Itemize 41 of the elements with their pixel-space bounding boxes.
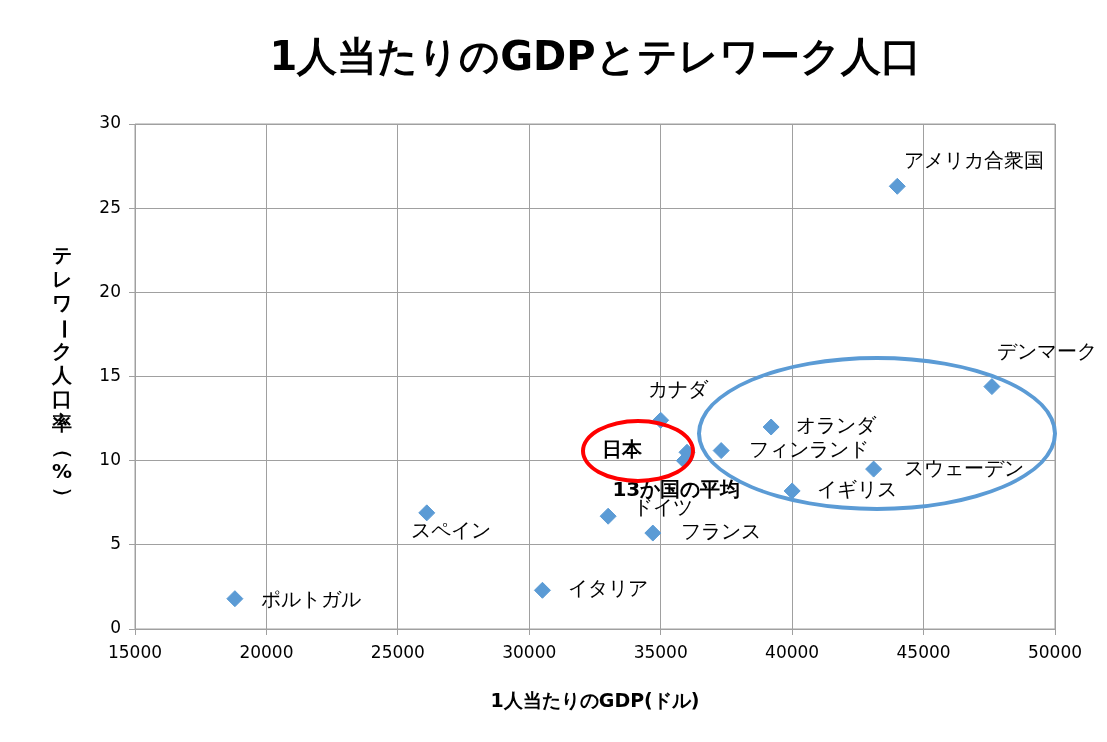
point (783, 482, 801, 500)
point (888, 177, 906, 195)
point (644, 524, 662, 542)
point (533, 581, 551, 599)
x-tick-label: 30000 (502, 641, 557, 662)
y-tick-label: 15 (99, 364, 121, 385)
x-tick-label: 40000 (765, 641, 820, 662)
point (983, 378, 1001, 396)
annotation: 日本 (602, 437, 643, 462)
y-tick-label: 20 (99, 280, 121, 301)
point (226, 590, 244, 608)
point (599, 507, 617, 525)
text: テレワーク人口率（%） (51, 242, 76, 507)
y-tick-label: 30 (99, 112, 121, 133)
annotation: オランダ (796, 413, 878, 438)
x-tick-label: 25000 (370, 641, 425, 662)
annotation: スウェーデン (903, 456, 1024, 481)
x-axis-title: 1人当たりのGDP(ドル) (490, 688, 700, 711)
annotation: フィンランド (749, 436, 870, 461)
annotation: アメリカ合衆国 (904, 148, 1045, 173)
chart-title: 1人当たりのGDPとテレワーク人口 (269, 33, 921, 80)
point (712, 442, 730, 460)
annotation: デンマーク (996, 338, 1097, 363)
annotation: カナダ (647, 377, 709, 402)
y-tick-label: 10 (99, 449, 121, 470)
point (762, 418, 780, 436)
y-tick-label: 25 (99, 196, 121, 217)
point (418, 504, 436, 522)
annotation: スペイン (410, 518, 491, 543)
y-tick-label: 0 (110, 617, 121, 638)
x-tick-label: 50000 (1027, 641, 1083, 662)
x-tick-label: 15000 (107, 641, 163, 662)
x-tick-label: 45000 (896, 641, 951, 662)
x-tick-label: 20000 (239, 641, 294, 662)
x-tick-label: 35000 (633, 641, 688, 662)
annotation: イタリア (568, 576, 649, 601)
y-tick-label: 5 (110, 533, 121, 554)
point (865, 460, 883, 478)
annotation: イギリス (817, 477, 898, 502)
annotation: ポルトガル (260, 586, 361, 611)
annotation: フランス (680, 519, 761, 544)
